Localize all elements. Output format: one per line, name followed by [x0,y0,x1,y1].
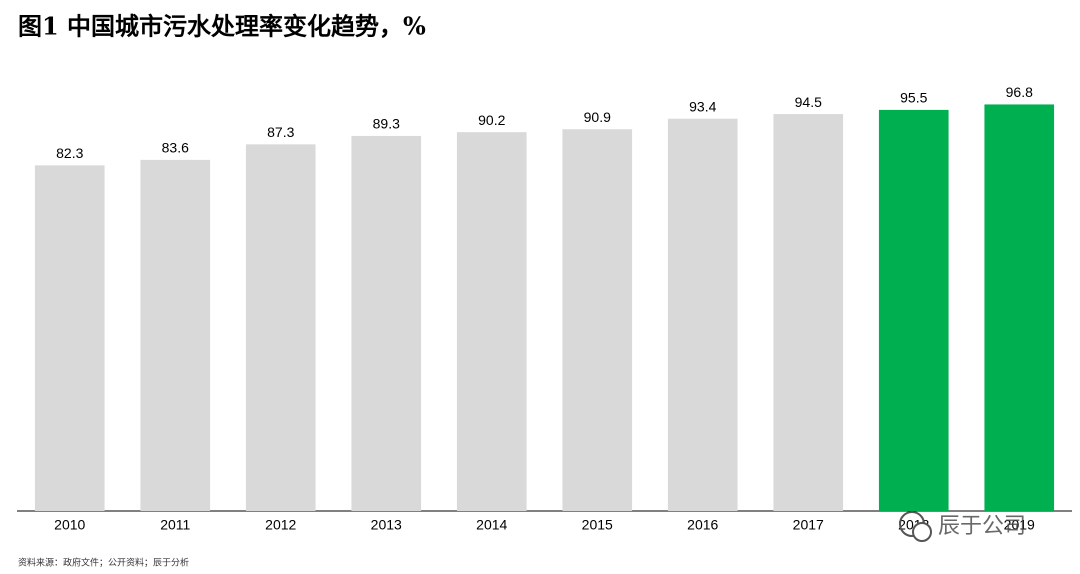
value-label: 82.3 [56,145,83,161]
x-tick-label: 2019 [1004,517,1035,533]
watermark: 辰于公司 [938,513,1026,538]
x-tick-label: 2017 [793,517,824,533]
x-tick-label: 2010 [54,517,85,533]
x-tick-label: 2014 [476,517,507,533]
bar [562,129,633,511]
bar [351,135,422,511]
value-label: 89.3 [373,116,400,132]
bar [667,118,738,511]
value-label: 94.5 [795,94,822,110]
bar [984,104,1055,511]
value-label: 95.5 [900,90,927,106]
watermark-icon [899,511,932,542]
x-tick-label: 2012 [265,517,296,533]
bar [34,165,105,511]
x-tick-label: 2011 [160,517,190,533]
x-tick-label: 2015 [582,517,613,533]
x-tick-label: 2013 [371,517,402,533]
value-label: 83.6 [162,140,189,156]
value-label: 90.2 [478,112,505,128]
value-label: 87.3 [267,124,294,140]
bar [245,144,316,511]
value-label: 96.8 [1006,84,1033,100]
bar [878,109,949,512]
bar [773,114,844,511]
bar [140,159,211,511]
value-label: 93.4 [689,98,716,114]
chart-title: 图1 中国城市污水处理率变化趋势，% [18,12,426,41]
x-tick-label: 2016 [687,517,718,533]
source-note: 资料来源：政府文件；公开资料；辰于分析 [18,557,189,569]
value-label: 90.9 [584,109,611,125]
bar [456,132,527,511]
